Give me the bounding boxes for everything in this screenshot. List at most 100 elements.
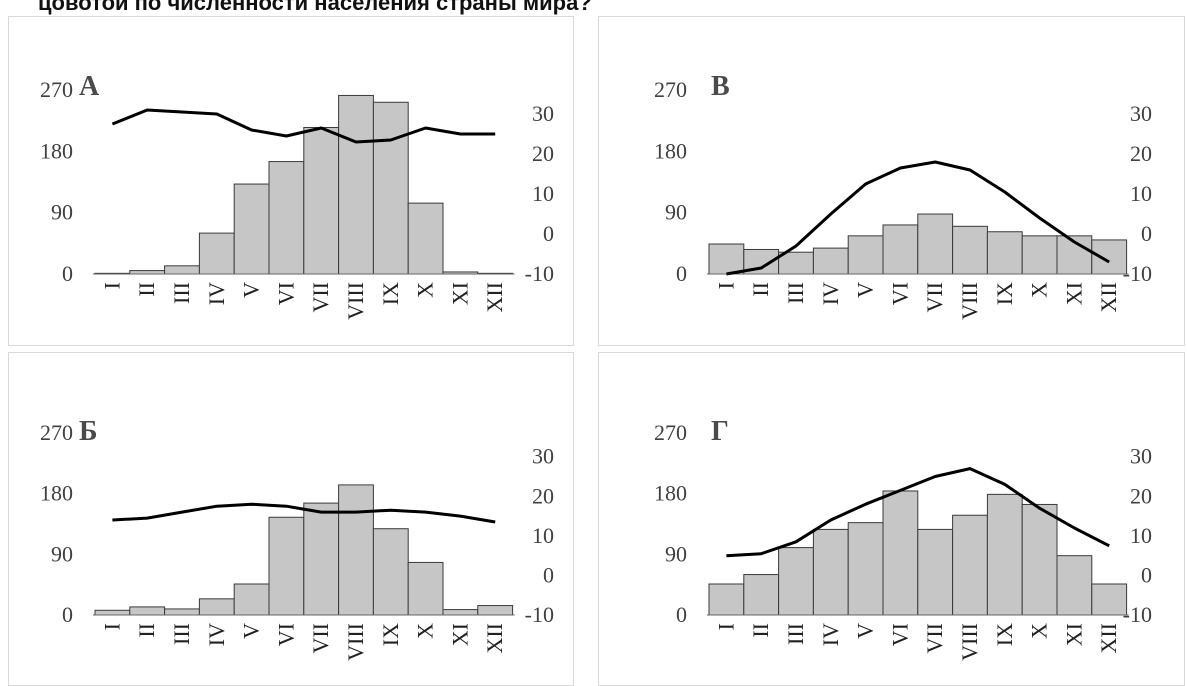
month-label: V	[239, 623, 264, 639]
right-axis-tick: 0	[1141, 562, 1152, 587]
precipitation-bar	[1091, 239, 1128, 275]
month-label: II	[748, 623, 773, 638]
left-axis-tick: 270	[40, 420, 73, 445]
temperature-line	[112, 502, 496, 524]
chart-label: Б	[79, 416, 98, 447]
month-label: IV	[204, 623, 229, 646]
month-label: IV	[818, 282, 843, 305]
right-axis-tick: 20	[1130, 141, 1152, 166]
left-axis-tick: 0	[62, 261, 73, 286]
precipitation-bar	[952, 514, 988, 616]
right-axis-tick: 10	[532, 523, 554, 548]
right-axis-tick: -10	[525, 602, 554, 627]
month-label: III	[169, 623, 194, 645]
month-label: I	[713, 623, 738, 630]
month-label: IX	[378, 623, 403, 646]
month-label: VI	[273, 623, 298, 646]
climate-chart-v: 270 180 90 0 30 20 10 0 -10 В I II III IV V VI VII VIII IX…	[598, 16, 1185, 346]
month-label: VI	[887, 623, 912, 646]
left-axis-tick: 180	[40, 481, 73, 506]
precipitation-bar	[303, 502, 340, 616]
climate-chart-b: 270 180 90 0 30 20 10 0 -10 Б I II III IV V VI VII VIII IX…	[8, 352, 574, 686]
month-label: IX	[992, 623, 1017, 646]
left-axis-tick: 90	[665, 541, 687, 566]
month-label: VI	[273, 282, 298, 305]
month-label: IV	[204, 282, 229, 305]
left-axis-tick: 180	[40, 138, 73, 163]
month-label: XI	[447, 282, 472, 305]
month-label: VII	[308, 623, 333, 654]
month-label: XII	[482, 623, 507, 654]
left-axis-tick: 0	[676, 602, 687, 627]
right-axis-tick: 30	[1130, 444, 1152, 469]
month-label: VII	[308, 282, 333, 313]
month-label: X	[413, 282, 438, 298]
precipitation-bar	[708, 243, 745, 275]
precipitation-bar	[477, 605, 514, 616]
right-axis-tick: 10	[532, 181, 554, 206]
month-label: VIII	[343, 282, 368, 320]
right-axis-tick: 20	[532, 483, 554, 508]
month-label: V	[853, 623, 878, 639]
precipitation-bar	[1021, 235, 1058, 275]
precipitation-bar	[442, 609, 479, 616]
chart-label: А	[79, 71, 100, 102]
climate-chart-a: 270 180 90 0 30 20 10 0 -10 А I II III IV V VI VII VIII IX…	[8, 16, 574, 346]
month-label: V	[239, 282, 264, 298]
chart-label: В	[711, 71, 730, 102]
precipitation-bar	[268, 161, 305, 275]
precipitation-bar	[372, 528, 409, 616]
month-label: XII	[1096, 282, 1121, 313]
right-axis-tick: 30	[1130, 101, 1152, 126]
month-label: VIII	[957, 623, 982, 661]
precipitation-bar	[743, 574, 780, 616]
precipitation-bar	[407, 202, 444, 275]
precipitation-bar	[407, 561, 444, 616]
month-label: VIII	[957, 282, 982, 320]
month-label: X	[413, 623, 438, 639]
climate-chart-g: 270 180 90 0 30 20 10 0 -10 Г I II III IV V VI VII VIII IX…	[598, 352, 1185, 686]
precipitation-bar	[164, 608, 200, 616]
month-label: V	[853, 282, 878, 298]
right-axis-tick: 20	[1130, 483, 1152, 508]
precipitation-bar	[338, 484, 374, 616]
question-header: цовотой по численности населения страны …	[38, 0, 592, 15]
precipitation-bar	[233, 583, 270, 616]
precipitation-bar	[986, 231, 1023, 275]
precipitation-bar	[1091, 583, 1128, 616]
right-axis-tick: 20	[532, 141, 554, 166]
month-label: IX	[992, 282, 1017, 305]
precipitation-bar	[129, 270, 166, 275]
month-label: IX	[378, 282, 403, 305]
temperature-line	[726, 467, 1110, 558]
left-axis-tick: 180	[654, 481, 687, 506]
right-axis-tick: 0	[543, 221, 554, 246]
precipitation-bar	[94, 609, 131, 616]
right-axis-tick: 30	[532, 101, 554, 126]
precipitation-bar	[268, 516, 305, 616]
precipitation-bar	[882, 490, 919, 616]
month-label: II	[134, 623, 159, 638]
month-label: X	[1027, 282, 1052, 298]
month-label: II	[134, 282, 159, 297]
precipitation-bar	[812, 247, 849, 275]
right-axis-tick: 30	[532, 444, 554, 469]
month-label: VI	[887, 282, 912, 305]
temperature-line	[726, 160, 1110, 276]
month-label: I	[99, 623, 124, 630]
precipitation-bar	[812, 528, 849, 616]
left-axis-tick: 180	[654, 138, 687, 163]
precipitation-bar	[847, 522, 884, 616]
precipitation-bar	[129, 606, 166, 616]
precipitation-bar	[847, 235, 884, 275]
precipitation-bar	[1056, 555, 1093, 616]
month-label: VII	[922, 623, 947, 654]
month-label: III	[783, 623, 808, 645]
right-axis-tick: 10	[1130, 523, 1152, 548]
left-axis-tick: 90	[51, 200, 73, 225]
month-label: I	[713, 282, 738, 289]
month-label: II	[748, 282, 773, 297]
